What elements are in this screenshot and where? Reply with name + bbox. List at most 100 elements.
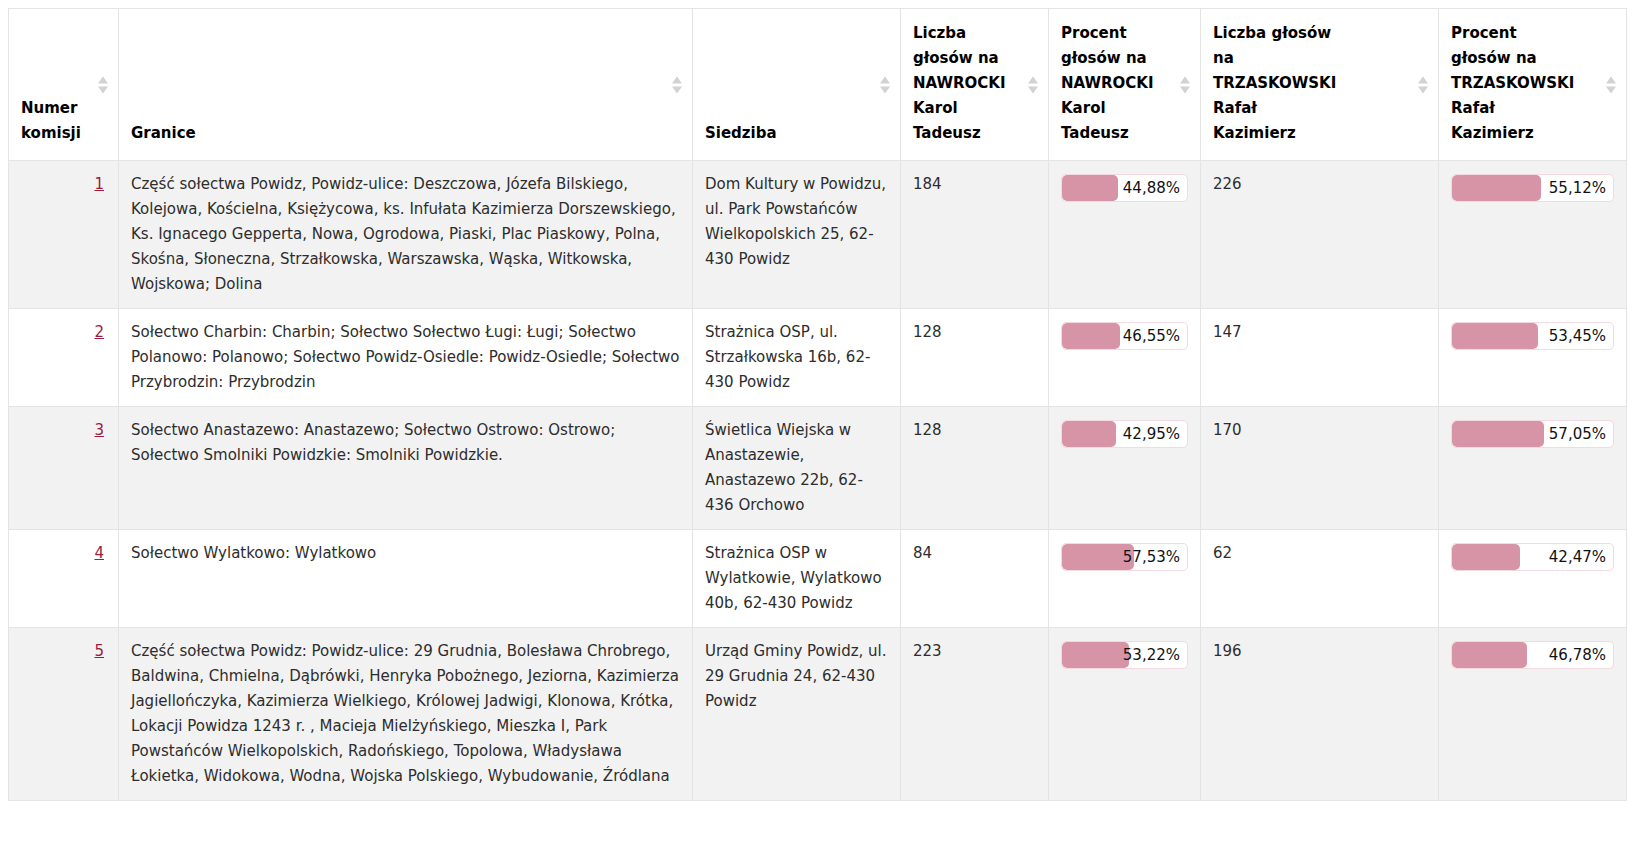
- percent-bar-fill: [1452, 642, 1527, 668]
- nawrocki-votes-cell: 84: [901, 530, 1049, 628]
- trzaskowski-votes-cell: 147: [1201, 309, 1439, 407]
- sort-icon[interactable]: [672, 76, 682, 93]
- percent-value: 55,12%: [1549, 181, 1606, 196]
- percent-bar: 44,88%: [1061, 174, 1188, 202]
- column-header-trzaskowski-percent[interactable]: Procent głosów na TRZASKOWSKI Rafał Kazi…: [1439, 9, 1627, 161]
- column-header-numer-komisji[interactable]: Numer komisji: [9, 9, 119, 161]
- sort-icon[interactable]: [1606, 76, 1616, 93]
- trzaskowski-percent-cell: 46,78%: [1439, 628, 1627, 801]
- commission-number-link[interactable]: 5: [94, 642, 104, 660]
- sort-icon[interactable]: [98, 76, 108, 93]
- percent-bar-fill: [1452, 175, 1541, 201]
- percent-bar: 57,53%: [1061, 543, 1188, 571]
- column-header-label: Siedziba: [705, 121, 777, 146]
- table-body: 1 Część sołectwa Powidz, Powidz-ulice: D…: [9, 161, 1627, 801]
- percent-bar: 57,05%: [1451, 420, 1614, 448]
- column-header-nawrocki-votes[interactable]: Liczba głosów na NAWROCKI Karol Tadeusz: [901, 9, 1049, 161]
- column-header-granice[interactable]: Granice: [119, 9, 693, 161]
- trzaskowski-votes-cell: 226: [1201, 161, 1439, 309]
- siedziba-cell: Urząd Gminy Powidz, ul. 29 Grudnia 24, 6…: [693, 628, 901, 801]
- column-header-trzaskowski-votes[interactable]: Liczba głosów na TRZASKOWSKI Rafał Kazim…: [1201, 9, 1439, 161]
- trzaskowski-percent-cell: 53,45%: [1439, 309, 1627, 407]
- granice-cell: Sołectwo Wylatkowo: Wylatkowo: [119, 530, 693, 628]
- commission-number-cell: 2: [9, 309, 119, 407]
- nawrocki-votes-cell: 128: [901, 407, 1049, 530]
- percent-bar-fill: [1062, 421, 1116, 447]
- siedziba-cell: Strażnica OSP w Wylatkowie, Wylatkowo 40…: [693, 530, 901, 628]
- column-header-label: Numer komisji: [21, 96, 92, 146]
- table-header: Numer komisji Granice Siedziba Liczba gł…: [9, 9, 1627, 161]
- column-header-label: Liczba głosów na NAWROCKI Karol Tadeusz: [913, 21, 1009, 146]
- percent-value: 42,95%: [1123, 427, 1180, 442]
- percent-bar: 42,47%: [1451, 543, 1614, 571]
- siedziba-cell: Świetlica Wiejska w Anastazewie, Anastaz…: [693, 407, 901, 530]
- column-header-nawrocki-percent[interactable]: Procent głosów na NAWROCKI Karol Tadeusz: [1049, 9, 1201, 161]
- nawrocki-votes-cell: 223: [901, 628, 1049, 801]
- percent-bar-fill: [1062, 323, 1120, 349]
- trzaskowski-votes-cell: 196: [1201, 628, 1439, 801]
- percent-bar: 53,22%: [1061, 641, 1188, 669]
- percent-bar: 53,45%: [1451, 322, 1614, 350]
- table-row: 3 Sołectwo Anastazewo: Anastazewo; Sołec…: [9, 407, 1627, 530]
- percent-value: 57,05%: [1549, 427, 1606, 442]
- commission-number-link[interactable]: 1: [94, 175, 104, 193]
- trzaskowski-votes-cell: 170: [1201, 407, 1439, 530]
- nawrocki-votes-cell: 184: [901, 161, 1049, 309]
- siedziba-cell: Strażnica OSP, ul. Strzałkowska 16b, 62-…: [693, 309, 901, 407]
- column-header-label: Granice: [131, 121, 196, 146]
- percent-value: 57,53%: [1123, 550, 1180, 565]
- percent-value: 44,88%: [1123, 181, 1180, 196]
- column-header-label: Procent głosów na TRZASKOWSKI Rafał Kazi…: [1451, 21, 1577, 146]
- commission-number-link[interactable]: 2: [94, 323, 104, 341]
- column-header-siedziba[interactable]: Siedziba: [693, 9, 901, 161]
- nawrocki-percent-cell: 42,95%: [1049, 407, 1201, 530]
- percent-value: 42,47%: [1549, 550, 1606, 565]
- results-page: Numer komisji Granice Siedziba Liczba gł…: [0, 0, 1634, 809]
- table-row: 1 Część sołectwa Powidz, Powidz-ulice: D…: [9, 161, 1627, 309]
- nawrocki-percent-cell: 44,88%: [1049, 161, 1201, 309]
- election-results-table: Numer komisji Granice Siedziba Liczba gł…: [8, 8, 1627, 801]
- column-header-label: Liczba głosów na TRZASKOWSKI Rafał Kazim…: [1213, 21, 1339, 146]
- nawrocki-votes-cell: 128: [901, 309, 1049, 407]
- percent-bar-fill: [1452, 544, 1520, 570]
- granice-cell: Część sołectwa Powidz: Powidz-ulice: 29 …: [119, 628, 693, 801]
- granice-cell: Sołectwo Charbin: Charbin; Sołectwo Sołe…: [119, 309, 693, 407]
- percent-bar: 42,95%: [1061, 420, 1188, 448]
- percent-bar-fill: [1452, 323, 1538, 349]
- percent-value: 46,78%: [1549, 648, 1606, 663]
- commission-number-cell: 4: [9, 530, 119, 628]
- commission-number-link[interactable]: 3: [94, 421, 104, 439]
- table-row: 4 Sołectwo Wylatkowo: Wylatkowo Strażnic…: [9, 530, 1627, 628]
- percent-value: 53,22%: [1123, 648, 1180, 663]
- header-row: Numer komisji Granice Siedziba Liczba gł…: [9, 9, 1627, 161]
- table-row: 5 Część sołectwa Powidz: Powidz-ulice: 2…: [9, 628, 1627, 801]
- granice-cell: Sołectwo Anastazewo: Anastazewo; Sołectw…: [119, 407, 693, 530]
- trzaskowski-percent-cell: 57,05%: [1439, 407, 1627, 530]
- sort-icon[interactable]: [880, 76, 890, 93]
- percent-bar-fill: [1452, 421, 1544, 447]
- percent-value: 53,45%: [1549, 329, 1606, 344]
- siedziba-cell: Dom Kultury w Powidzu, ul. Park Powstańc…: [693, 161, 901, 309]
- sort-icon[interactable]: [1028, 76, 1038, 93]
- commission-number-cell: 5: [9, 628, 119, 801]
- commission-number-link[interactable]: 4: [94, 544, 104, 562]
- trzaskowski-percent-cell: 55,12%: [1439, 161, 1627, 309]
- trzaskowski-percent-cell: 42,47%: [1439, 530, 1627, 628]
- sort-icon[interactable]: [1418, 76, 1428, 93]
- percent-bar: 46,78%: [1451, 641, 1614, 669]
- nawrocki-percent-cell: 53,22%: [1049, 628, 1201, 801]
- commission-number-cell: 3: [9, 407, 119, 530]
- percent-value: 46,55%: [1123, 329, 1180, 344]
- percent-bar: 55,12%: [1451, 174, 1614, 202]
- table-row: 2 Sołectwo Charbin: Charbin; Sołectwo So…: [9, 309, 1627, 407]
- commission-number-cell: 1: [9, 161, 119, 309]
- sort-icon[interactable]: [1180, 76, 1190, 93]
- granice-cell: Część sołectwa Powidz, Powidz-ulice: Des…: [119, 161, 693, 309]
- nawrocki-percent-cell: 46,55%: [1049, 309, 1201, 407]
- percent-bar: 46,55%: [1061, 322, 1188, 350]
- percent-bar-fill: [1062, 642, 1129, 668]
- percent-bar-fill: [1062, 175, 1118, 201]
- nawrocki-percent-cell: 57,53%: [1049, 530, 1201, 628]
- column-header-label: Procent głosów na NAWROCKI Karol Tadeusz: [1061, 21, 1157, 146]
- trzaskowski-votes-cell: 62: [1201, 530, 1439, 628]
